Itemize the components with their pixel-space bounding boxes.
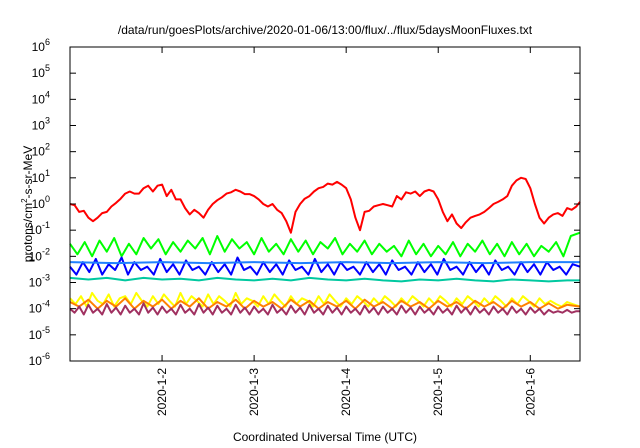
- x-tick-label: 2020-1-2: [155, 368, 169, 416]
- y-tick-label: 10-1: [29, 220, 50, 237]
- y-tick-exponent: 1: [45, 168, 50, 178]
- y-axis-label-prefix: protons/cm: [21, 203, 35, 262]
- y-tick-label: 101: [32, 168, 50, 185]
- x-tick-label: 2020-1-3: [247, 368, 261, 416]
- chart-title: /data/run/goesPlots/archive/2020-01-06/1…: [118, 23, 533, 37]
- y-tick-base: 10: [32, 145, 46, 159]
- y-tick-exponent: -1: [42, 220, 50, 230]
- y-tick-base: 10: [29, 276, 43, 290]
- y-tick-base: 10: [32, 66, 46, 80]
- y-tick-base: 10: [32, 171, 46, 185]
- y-tick-exponent: -5: [42, 325, 50, 335]
- y-axis-label: protons/cm2-s-sr-MeV: [20, 146, 35, 262]
- y-tick-label: 102: [32, 142, 50, 159]
- y-tick-exponent: -4: [42, 299, 50, 309]
- y-tick-label: 100: [32, 194, 50, 211]
- y-tick-exponent: -2: [42, 246, 50, 256]
- x-tick-label: 2020-1-6: [523, 368, 537, 416]
- y-tick-label: 105: [32, 63, 50, 80]
- y-tick-base: 10: [29, 249, 43, 263]
- y-tick-exponent: -3: [42, 273, 50, 283]
- y-tick-label: 10-5: [29, 325, 50, 342]
- y-tick-label: 10-4: [29, 299, 50, 316]
- series-line-3: [69, 276, 580, 283]
- y-tick-exponent: 5: [45, 63, 50, 73]
- y-tick-base: 10: [32, 119, 46, 133]
- y-tick-base: 10: [29, 223, 43, 237]
- y-axis-label-suffix: -s-sr-MeV: [21, 146, 35, 199]
- y-tick-base: 10: [32, 92, 46, 106]
- x-axis: 2020-1-2 2020-1-3 2020-1-4 2020-1-5 2020-1-6: [155, 47, 537, 416]
- y-tick-label: 10-3: [29, 273, 50, 290]
- y-tick-label: 106: [32, 37, 50, 54]
- y-tick-base: 10: [29, 302, 43, 316]
- series-line-8: [69, 302, 580, 316]
- series-line-5: [69, 261, 580, 265]
- series-line-1: [69, 176, 581, 234]
- series-line-2: [69, 231, 581, 258]
- series-line-7: [69, 297, 581, 310]
- y-tick-exponent: 2: [45, 142, 50, 152]
- y-tick-label: 10-6: [29, 351, 50, 368]
- y-tick-base: 10: [29, 354, 43, 368]
- y-axis-label-sup: 2: [20, 198, 29, 203]
- x-tick-label: 2020-1-5: [431, 368, 445, 416]
- y-tick-exponent: 6: [45, 37, 50, 47]
- y-tick-label: 10-2: [29, 246, 50, 263]
- series-layer: [69, 176, 581, 316]
- y-tick-base: 10: [32, 197, 46, 211]
- y-tick-exponent: 0: [45, 194, 50, 204]
- y-axis: 10-610-510-410-310-210-11001011021031041…: [29, 37, 580, 368]
- y-tick-label: 103: [32, 116, 50, 133]
- x-axis-label: Coordinated Universal Time (UTC): [233, 430, 417, 444]
- y-tick-exponent: 4: [45, 89, 50, 99]
- y-tick-base: 10: [29, 328, 43, 342]
- y-tick-exponent: -6: [42, 351, 50, 361]
- y-tick-label: 104: [32, 89, 50, 106]
- x-tick-label: 2020-1-4: [339, 368, 353, 416]
- y-tick-exponent: 3: [45, 116, 50, 126]
- y-tick-base: 10: [32, 40, 46, 54]
